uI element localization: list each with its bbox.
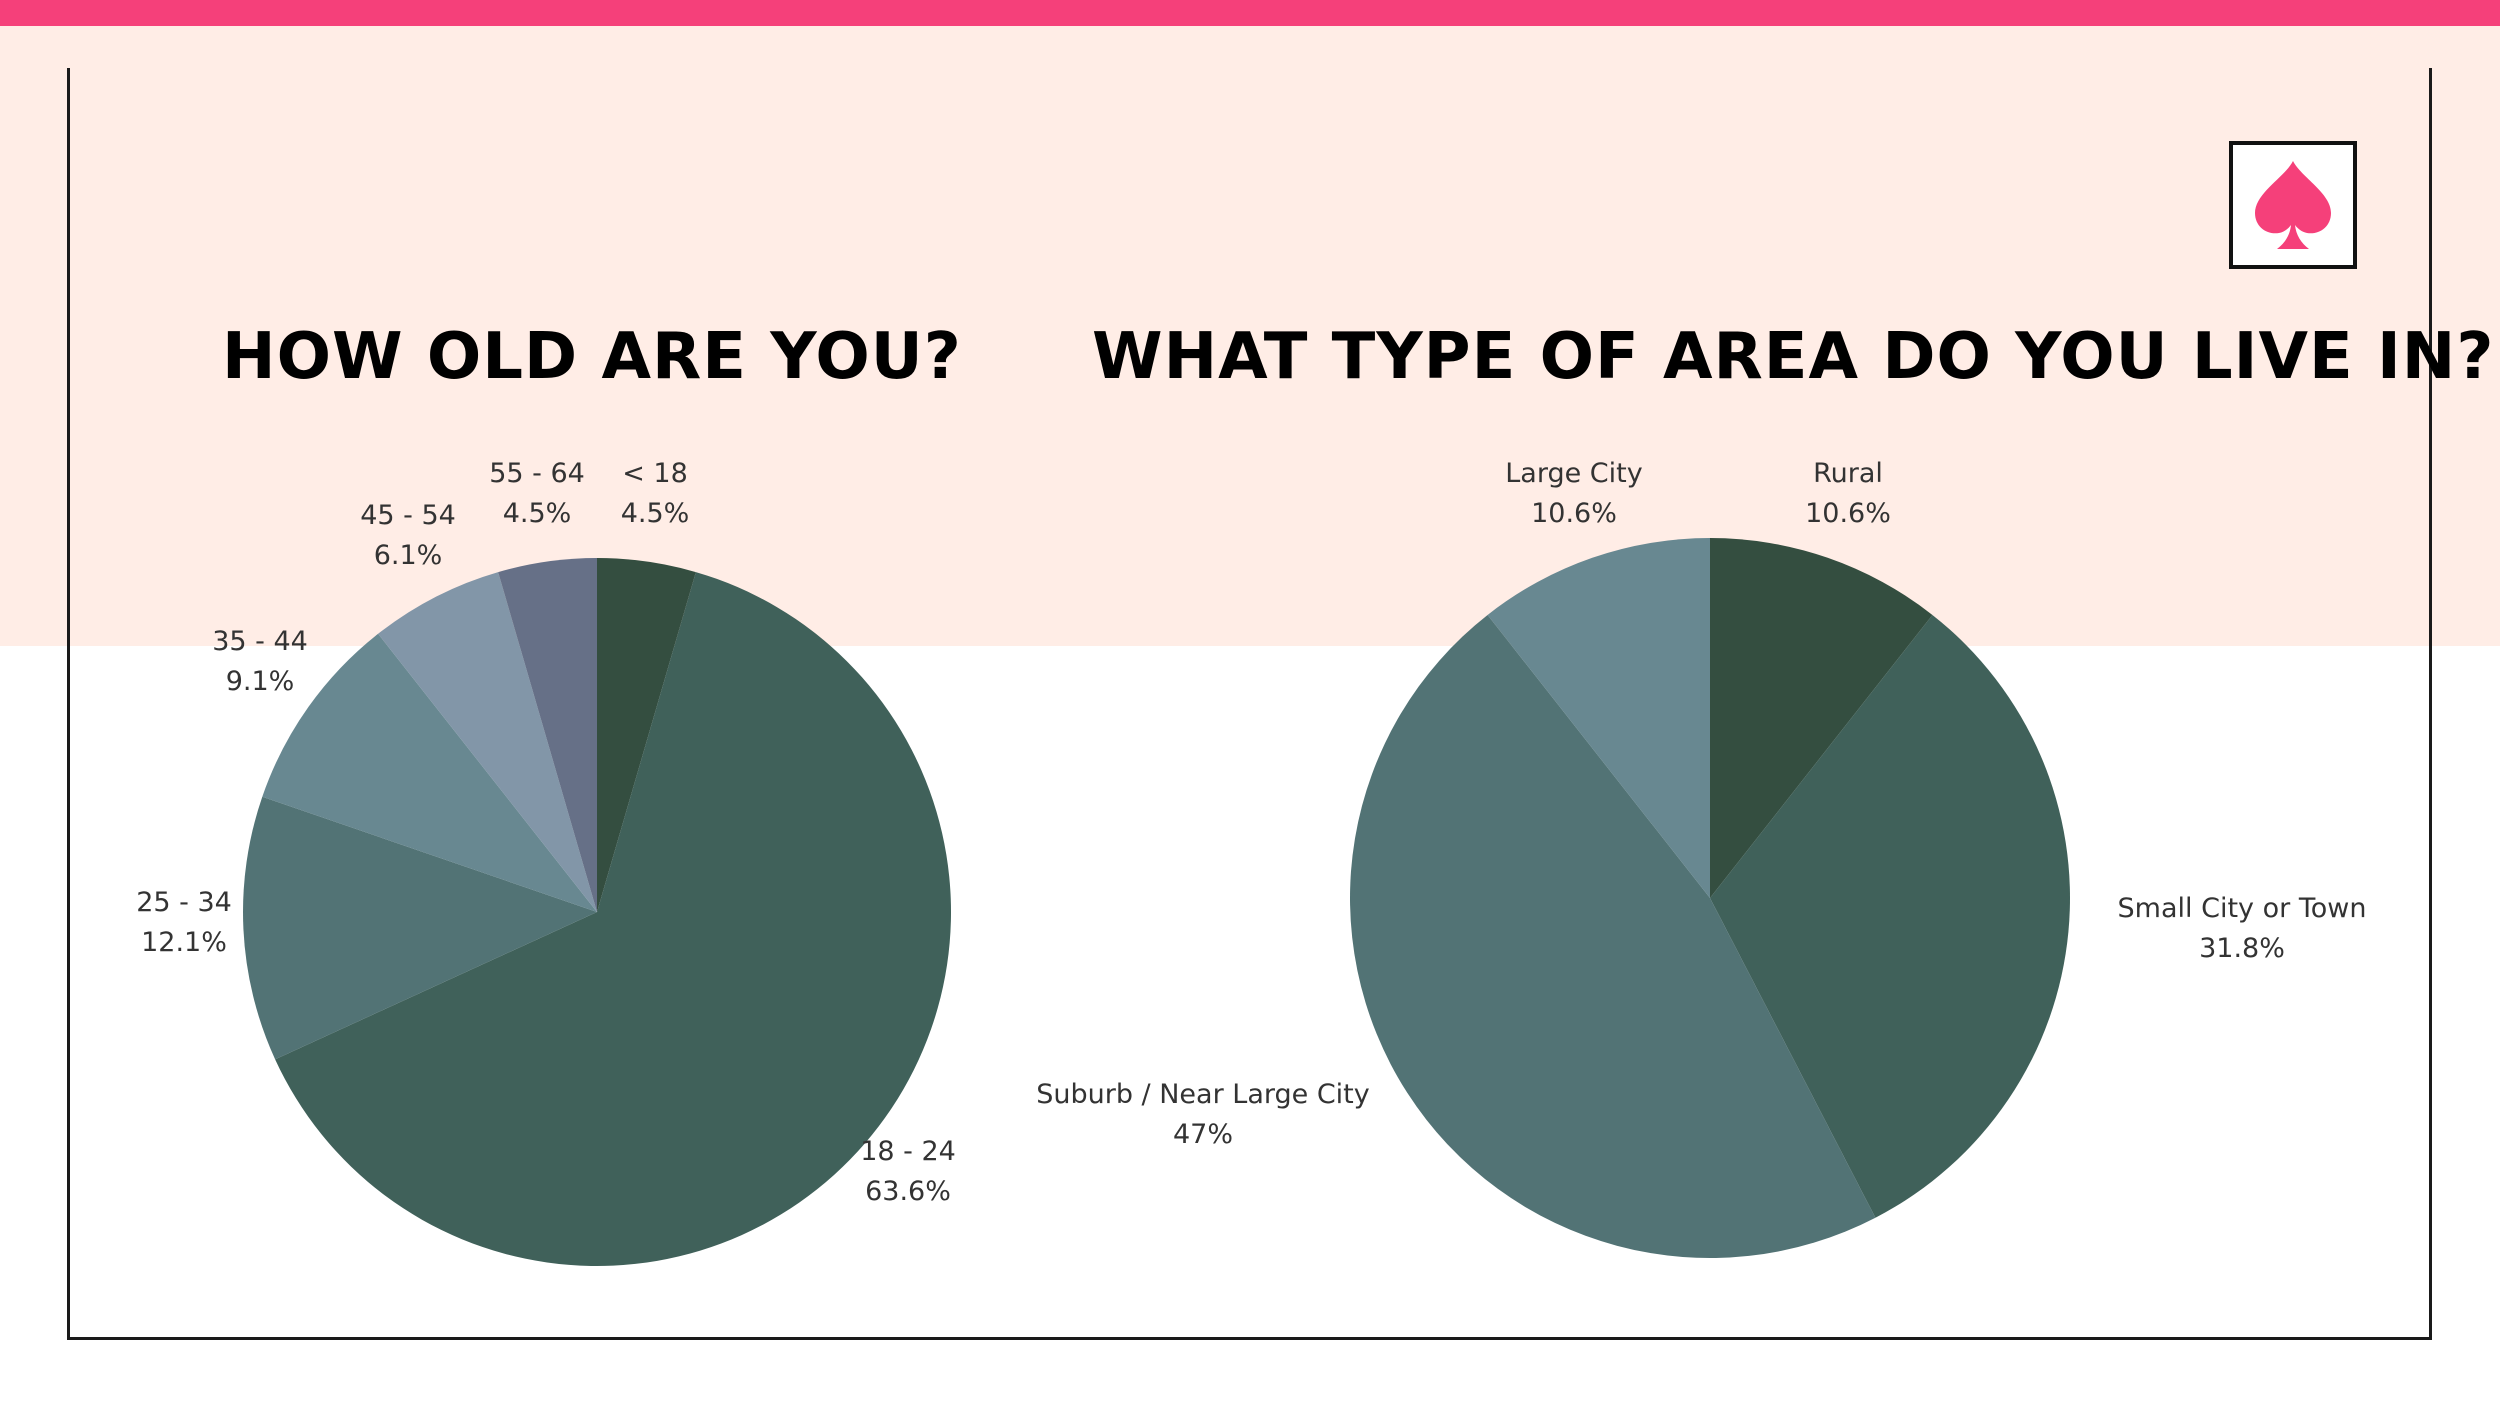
content-frame — [67, 68, 2432, 1340]
spade-icon — [2255, 161, 2331, 249]
header-band — [0, 26, 2500, 646]
slice-label: 18 - 24 — [860, 1136, 956, 1167]
pie-slice — [1487, 538, 1710, 898]
pie-slice — [1710, 614, 2070, 1218]
slice-value-label: 6.1% — [374, 540, 443, 571]
pie-slice — [378, 572, 597, 912]
slice-value-label: 47% — [1173, 1119, 1233, 1150]
age-chart-title: HOW OLD ARE YOU? — [222, 320, 962, 394]
slice-value-label: 31.8% — [2199, 933, 2285, 964]
top-accent-bar — [0, 0, 2500, 26]
pie-slice — [1350, 614, 1876, 1258]
area-chart-title: WHAT TYPE OF AREA DO YOU LIVE IN? — [1092, 320, 2495, 394]
slice-label: Small City or Town — [2118, 893, 2367, 924]
slice-label: < 18 — [622, 458, 688, 489]
slice-label: Rural — [1813, 458, 1883, 489]
slice-label: 35 - 44 — [212, 626, 308, 657]
slice-label: 55 - 64 — [489, 458, 585, 489]
slice-value-label: 12.1% — [141, 927, 227, 958]
slice-value-label: 10.6% — [1805, 498, 1891, 529]
slice-label: 45 - 54 — [360, 500, 456, 531]
slice-value-label: 4.5% — [503, 498, 572, 529]
age-pie-chart: < 18 4.5% 18 - 24 63.6% 25 - 34 12.1% 35 - 44 9… — [136, 458, 956, 1266]
slice-label: Suburb / Near Large City — [1036, 1079, 1370, 1110]
slice-value-label: 63.6% — [865, 1176, 951, 1207]
slice-value-label: 10.6% — [1531, 498, 1617, 529]
pie-slice — [262, 633, 597, 912]
slice-label: Large City — [1505, 458, 1642, 489]
pie-slice — [498, 558, 597, 912]
pie-slice — [243, 796, 597, 1060]
slice-value-label: 4.5% — [621, 498, 690, 529]
slice-label: 25 - 34 — [136, 887, 232, 918]
pie-slice — [597, 558, 696, 912]
pie-slice — [275, 572, 952, 1266]
slice-value-label: 9.1% — [226, 666, 295, 697]
pie-slice — [1710, 538, 1933, 898]
area-pie-chart: Rural 10.6% Small City or Town 31.8% Suburb … — [1036, 458, 2366, 1258]
logo-badge — [2229, 141, 2357, 269]
